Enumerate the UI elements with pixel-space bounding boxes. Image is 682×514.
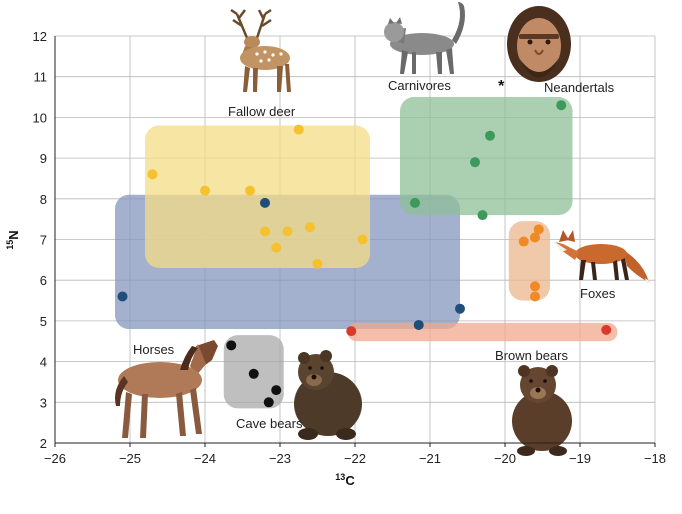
point-carnivores [410, 197, 420, 208]
label-horses: Horses [133, 342, 175, 357]
point-fallow-deer [357, 234, 368, 245]
point-fallow-deer [293, 124, 304, 135]
label-neandertals: Neandertals [544, 80, 615, 95]
point-fallow-deer [305, 222, 315, 233]
x-tick-label: −24 [194, 451, 216, 466]
point-brown-bears [346, 326, 357, 337]
point-foxes [518, 236, 529, 247]
label-fallow-deer: Fallow deer [228, 104, 296, 119]
y-tick-label: 9 [40, 151, 47, 166]
x-tick-label: −19 [569, 451, 591, 466]
region-foxes [508, 221, 550, 301]
point-fallow-deer [245, 185, 255, 196]
point-carnivores [485, 130, 495, 141]
point-cave-bears [226, 340, 237, 351]
fox-illustration [555, 230, 651, 284]
x-axis-label: 13C [335, 472, 355, 488]
x-tick-label: −18 [644, 451, 666, 466]
point-cave-bears [271, 385, 282, 396]
label-carnivores: Carnivores [388, 78, 451, 93]
x-axis-label-base: C [345, 473, 355, 488]
point-carnivores [477, 210, 488, 221]
point-cave-bears [263, 397, 274, 408]
point-fallow-deer [200, 185, 210, 196]
point-horses [413, 319, 424, 330]
point-fallow-deer [271, 242, 282, 253]
group-regions [115, 97, 618, 409]
neandertal-marker: * [498, 78, 505, 95]
label-foxes: Foxes [580, 286, 616, 301]
carnivore-cat-illustration [384, 2, 465, 74]
point-foxes [530, 232, 540, 243]
point-carnivores [470, 157, 480, 168]
y-tick-label: 3 [40, 395, 47, 410]
y-tick-label: 6 [40, 273, 47, 288]
label-cave-bears: Cave bears [236, 416, 303, 431]
point-foxes [530, 291, 540, 302]
y-tick-label: 2 [40, 436, 47, 451]
neandertal-face-illustration [507, 6, 571, 82]
cave-bear-illustration [294, 350, 362, 440]
horse-illustration [115, 340, 218, 438]
y-tick-label: 12 [33, 29, 47, 44]
y-tick-label: 11 [34, 70, 48, 85]
point-foxes [530, 281, 540, 292]
x-axis-label-sup: 13 [335, 472, 345, 482]
region-fallow-deer [145, 125, 370, 268]
point-fallow-deer [312, 258, 323, 269]
y-tick-labels: 2 3 4 5 6 7 8 9 10 11 12 [33, 29, 47, 451]
point-horses [455, 303, 465, 314]
data-points [117, 100, 612, 408]
y-tick-label: 8 [40, 192, 47, 207]
point-horses [260, 197, 270, 208]
point-cave-bears [248, 368, 259, 379]
x-tick-label: −21 [419, 451, 441, 466]
x-tick-labels: −26 −25 −24 −23 −22 −21 −20 −19 −18 [44, 443, 666, 466]
point-fallow-deer [260, 226, 270, 237]
point-horses [117, 291, 128, 302]
x-tick-label: −20 [494, 451, 516, 466]
label-brown-bears: Brown bears [495, 348, 568, 363]
y-tick-label: 10 [33, 110, 47, 125]
y-axis-label: 15N [5, 230, 21, 249]
y-tick-label: 4 [40, 355, 47, 370]
y-axis-label-sup: 15 [5, 240, 15, 250]
y-axis-label-base: N [6, 230, 21, 239]
x-tick-label: −25 [119, 451, 141, 466]
x-tick-label: −23 [269, 451, 291, 466]
point-brown-bears [601, 324, 612, 335]
point-carnivores [556, 100, 567, 111]
region-brown-bears [347, 322, 618, 342]
y-tick-label: 5 [40, 314, 47, 329]
point-fallow-deer [282, 226, 293, 237]
fallow-deer-illustration [230, 8, 291, 92]
region-carnivores [400, 97, 573, 216]
point-foxes [533, 224, 544, 235]
x-tick-label: −26 [44, 451, 66, 466]
y-tick-label: 7 [40, 233, 47, 248]
x-tick-label: −22 [344, 451, 366, 466]
point-fallow-deer [147, 169, 158, 180]
brown-bear-illustration [512, 365, 572, 456]
